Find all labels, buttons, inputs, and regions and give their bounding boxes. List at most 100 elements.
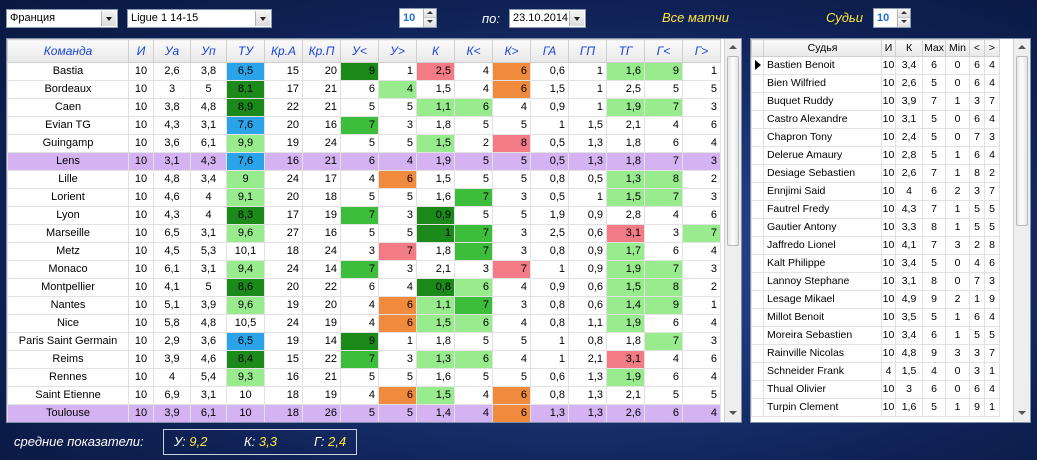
teams-scrollbar[interactable]: [724, 39, 741, 422]
table-row[interactable]: Nantes 10 5,1 3,9 9,6 19 20 4 6 1,1 7 3 0,8 0,6 1,4 9 1: [7, 296, 721, 315]
column-header[interactable]: У<: [340, 39, 379, 63]
league-select[interactable]: Ligue 1 14-15: [127, 9, 272, 28]
table-row[interactable]: Schneider Frank 4 1,5 4 0 3 1: [751, 362, 1000, 381]
chevron-down-icon[interactable]: [569, 11, 584, 26]
column-header[interactable]: К: [416, 39, 455, 63]
stat-cell: 0,6: [530, 62, 569, 81]
referees-scrollbar[interactable]: [1013, 39, 1030, 422]
teams-table[interactable]: Команда И Уа Уп ТУ Кр.А Кр.П У< У> К К< К> ГА ГП ТГ Г< Г…: [6, 38, 742, 423]
table-row[interactable]: Lorient 10 4,6 4 9,1 20 18 5 5 1,6 7 3 0,5 1 1,5 7 3: [7, 188, 721, 207]
table-row[interactable]: Saint Etienne 10 6,9 3,1 10 18 19 4 6 1,5 4 6 0,8 1,3…: [7, 386, 721, 405]
table-row[interactable]: Bastien Benoit 10 3,4 6 0 6 4: [751, 56, 1000, 75]
scroll-down-icon[interactable]: [725, 405, 741, 421]
referee-name-cell: Buquet Ruddy: [763, 92, 882, 111]
table-row[interactable]: Reims 10 3,9 4,6 8,4 15 22 7 3 1,3 6 4 1 2,1 3,1 4 6: [7, 350, 721, 369]
table-row[interactable]: Castro Alexandre 10 3,1 5 0 6 4: [751, 110, 1000, 129]
stat-cell: 10: [881, 56, 896, 75]
matches-count-spinner[interactable]: 10: [399, 8, 437, 28]
column-header[interactable]: Команда: [7, 39, 129, 63]
column-header[interactable]: Max: [922, 39, 946, 57]
table-row[interactable]: Gautier Antony 10 3,3 8 1 5 5: [751, 218, 1000, 237]
table-row[interactable]: Desiage Sebastien 10 2,6 7 1 8 2: [751, 164, 1000, 183]
stat-cell: 19: [302, 206, 341, 225]
column-header[interactable]: И: [881, 39, 896, 57]
stat-cell: 6: [682, 116, 721, 135]
column-header[interactable]: ТГ: [606, 39, 645, 63]
stat-cell: 6,1: [190, 404, 227, 422]
table-row[interactable]: Caen 10 3,8 4,8 8,9 22 21 5 5 1,1 6 4 0,9 1 1,9 7 3: [7, 98, 721, 117]
table-row[interactable]: Thual Olivier 10 3 6 0 6 4: [751, 380, 1000, 399]
column-header[interactable]: К: [895, 39, 923, 57]
table-row[interactable]: Moreira Sebastien 10 3,4 6 1 5 5: [751, 326, 1000, 345]
table-row[interactable]: Evian TG 10 4,3 3,1 7,6 20 16 7 3 1,8 5 5 1 1,5 2,1 4 6: [7, 116, 721, 135]
stat-cell: 10: [881, 326, 896, 345]
table-row[interactable]: Montpellier 10 4,1 5 8,6 20 22 6 4 0,8 6 4 0,9 0,6 1,5…: [7, 278, 721, 297]
scroll-down-icon[interactable]: [1014, 405, 1030, 421]
column-header[interactable]: Судья: [763, 39, 882, 57]
date-picker[interactable]: 23.10.2014: [509, 9, 586, 28]
table-row[interactable]: Rennes 10 4 5,4 9,3 16 21 5 5 1,6 5 5 0,6 1,3 1,9 6 4: [7, 368, 721, 387]
column-header[interactable]: Уа: [153, 39, 191, 63]
column-header[interactable]: Кр.А: [264, 39, 303, 63]
scroll-thumb[interactable]: [727, 56, 739, 246]
stat-cell: 10: [881, 110, 896, 129]
table-row[interactable]: Chapron Tony 10 2,4 5 0 7 3: [751, 128, 1000, 147]
scroll-up-icon[interactable]: [1014, 39, 1030, 55]
column-header[interactable]: ТУ: [226, 39, 265, 63]
column-header[interactable]: К<: [454, 39, 493, 63]
table-row[interactable]: Metz 10 4,5 5,3 10,1 18 24 3 7 1,8 7 3 0,8 0,9 1,7 6 4: [7, 242, 721, 261]
stat-cell: 1,9: [606, 368, 645, 387]
column-header[interactable]: Уп: [190, 39, 227, 63]
column-header[interactable]: [751, 39, 764, 57]
chevron-down-icon[interactable]: [255, 11, 270, 26]
column-header[interactable]: >: [984, 39, 1000, 57]
spin-down-icon[interactable]: [897, 18, 910, 27]
scroll-thumb[interactable]: [1016, 56, 1028, 226]
table-row[interactable]: Bien Wilfried 10 2,6 5 0 6 4: [751, 74, 1000, 93]
column-header[interactable]: У>: [378, 39, 417, 63]
column-header[interactable]: Г<: [644, 39, 683, 63]
spin-down-icon[interactable]: [423, 18, 436, 27]
column-header[interactable]: И: [128, 39, 154, 63]
spin-up-icon[interactable]: [897, 9, 910, 18]
column-header[interactable]: ГП: [568, 39, 607, 63]
stat-cell: 1,5: [606, 278, 645, 297]
table-row[interactable]: Guingamp 10 3,6 6,1 9,9 19 24 5 5 1,5 2 8 0,5 1,3 1,8 6…: [7, 134, 721, 153]
table-row[interactable]: Monaco 10 6,1 3,1 9,4 24 14 7 3 2,1 3 7 1 0,9 1,9 7 3: [7, 260, 721, 279]
referees-count-spinner[interactable]: 10: [873, 8, 911, 28]
table-row[interactable]: Delerue Amaury 10 2,8 5 1 6 4: [751, 146, 1000, 165]
table-row[interactable]: Lesage Mikael 10 4,9 9 2 1 9: [751, 290, 1000, 309]
table-row[interactable]: Lens 10 3,1 4,3 7,6 16 21 6 4 1,9 5 5 0,5 1,3 1,8 7 3: [7, 152, 721, 171]
referees-table[interactable]: Судья И К Max Min < > Bastien Benoit 10 3,4 6 0 6 4 B…: [750, 38, 1031, 423]
table-row[interactable]: Millot Benoit 10 3,5 5 1 6 4: [751, 308, 1000, 327]
table-row[interactable]: Lyon 10 4,3 4 8,3 17 19 7 3 0,9 5 5 1,9 0,9 2,8 4 6: [7, 206, 721, 225]
table-row[interactable]: Bastia 10 2,6 3,8 6,5 15 20 9 1 2,5 4 6 0,6 1 1,6 9 1: [7, 62, 721, 81]
column-header[interactable]: Min: [945, 39, 970, 57]
country-select[interactable]: Франция: [6, 9, 118, 28]
table-row[interactable]: Toulouse 10 3,9 6,1 10 18 26 5 5 1,4 4 6 1,3 1,3 2,6 6 4: [7, 404, 721, 422]
table-row[interactable]: Rainville Nicolas 10 4,8 9 3 3 7: [751, 344, 1000, 363]
table-row[interactable]: Fautrel Fredy 10 4,3 7 1 5 5: [751, 200, 1000, 219]
column-header[interactable]: Г>: [682, 39, 721, 63]
table-row[interactable]: Ennjimi Said 10 4 6 2 3 7: [751, 182, 1000, 201]
column-header[interactable]: ГА: [530, 39, 569, 63]
table-row[interactable]: Nice 10 5,8 4,8 10,5 24 19 4 6 1,5 6 4 0,8 1,1 1,9 6 4: [7, 314, 721, 333]
table-row[interactable]: Kalt Philippe 10 3,4 5 0 4 6: [751, 254, 1000, 273]
table-row[interactable]: Turpin Clement 10 1,6 5 1 9 1: [751, 398, 1000, 417]
table-row[interactable]: Bordeaux 10 3 5 8,1 17 21 6 4 1,5 4 6 1,5 1 2,5 5 5: [7, 80, 721, 99]
column-header[interactable]: К>: [492, 39, 531, 63]
table-row[interactable]: Buquet Ruddy 10 3,9 7 1 3 7: [751, 92, 1000, 111]
table-row[interactable]: Lille 10 4,8 3,4 9 24 17 4 6 1,5 5 5 0,8 0,5 1,3 8 2: [7, 170, 721, 189]
spin-up-icon[interactable]: [423, 9, 436, 18]
table-row[interactable]: Lannoy Stephane 10 3,1 8 0 7 3: [751, 272, 1000, 291]
table-row[interactable]: Paris Saint Germain 10 2,9 3,6 6,5 19 14 9 1 1,8 5…: [7, 332, 721, 351]
table-row[interactable]: Jaffredo Lionel 10 4,1 7 3 2 8: [751, 236, 1000, 255]
scroll-up-icon[interactable]: [725, 39, 741, 55]
stat-cell: 1,5: [606, 188, 645, 207]
stat-cell: 18: [302, 188, 341, 207]
chevron-down-icon[interactable]: [101, 11, 116, 26]
all-matches-label[interactable]: Все матчи: [662, 10, 729, 25]
column-header[interactable]: <: [969, 39, 985, 57]
table-row[interactable]: Marseille 10 6,5 3,1 9,6 27 16 5 5 1 7 3 2,5 0,6 3,1 3 7: [7, 224, 721, 243]
column-header[interactable]: Кр.П: [302, 39, 341, 63]
